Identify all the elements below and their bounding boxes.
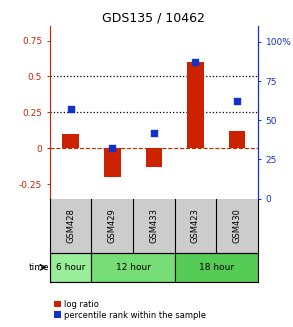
Text: 18 hour: 18 hour xyxy=(199,263,234,272)
Text: GSM428: GSM428 xyxy=(66,208,75,243)
Point xyxy=(68,107,73,112)
Text: GSM433: GSM433 xyxy=(149,208,158,243)
Text: time: time xyxy=(29,263,50,272)
Text: 12 hour: 12 hour xyxy=(115,263,151,272)
Bar xyxy=(91,252,175,282)
Bar xyxy=(104,148,120,177)
Bar xyxy=(50,252,91,282)
Bar xyxy=(229,131,245,148)
Title: GDS135 / 10462: GDS135 / 10462 xyxy=(102,12,205,25)
Bar xyxy=(187,62,204,148)
Bar xyxy=(175,252,258,282)
Legend: log ratio, percentile rank within the sample: log ratio, percentile rank within the sa… xyxy=(54,300,206,319)
Text: GSM430: GSM430 xyxy=(233,208,241,243)
Point xyxy=(110,146,115,151)
Text: GSM423: GSM423 xyxy=(191,208,200,243)
Bar xyxy=(62,134,79,148)
Point xyxy=(193,60,198,65)
Text: GSM429: GSM429 xyxy=(108,208,117,243)
Bar xyxy=(146,148,162,167)
Text: 6 hour: 6 hour xyxy=(56,263,85,272)
Point xyxy=(151,130,156,135)
Point xyxy=(235,99,239,104)
